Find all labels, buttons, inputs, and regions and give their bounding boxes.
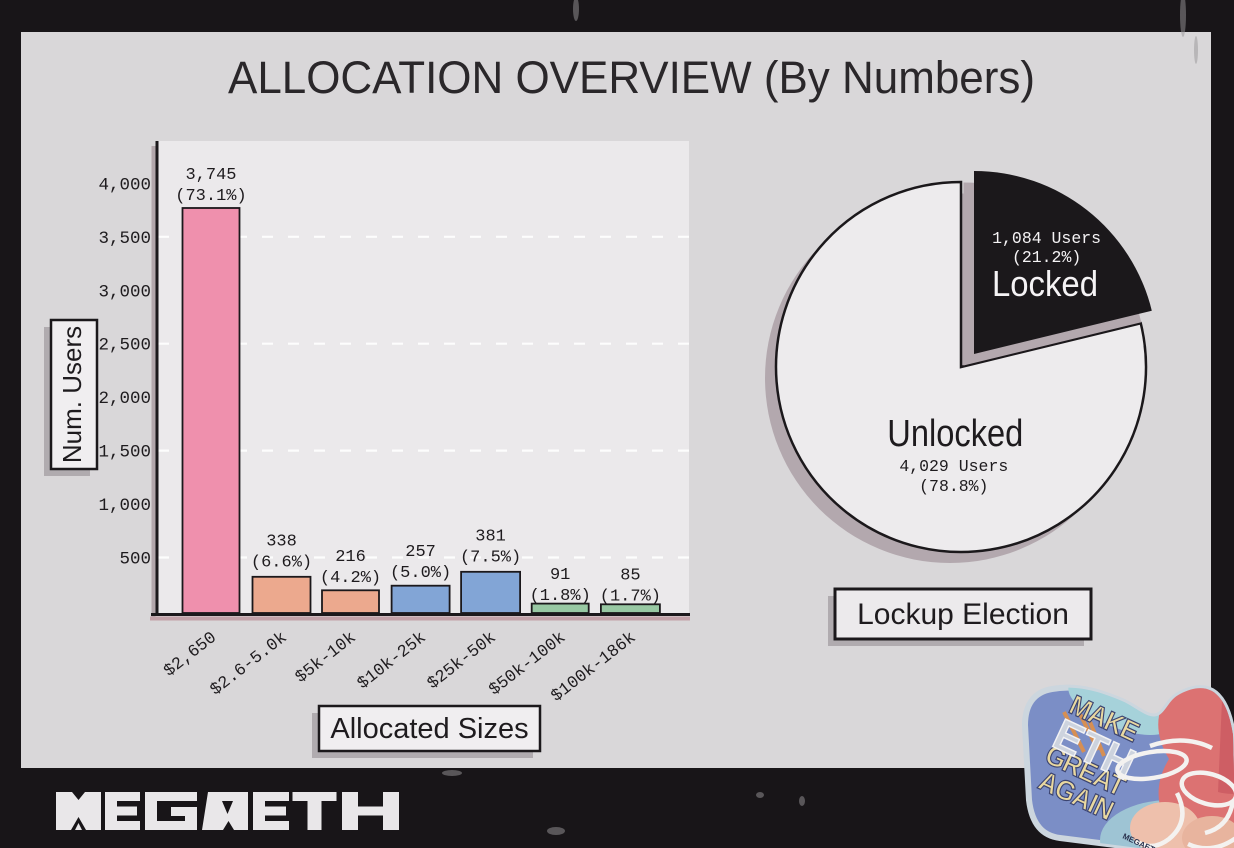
svg-text:ALLOCATION OVERVIEW (By Number: ALLOCATION OVERVIEW (By Numbers) — [228, 52, 1035, 103]
svg-text:338: 338 — [266, 532, 297, 551]
svg-text:Unlocked: Unlocked — [887, 413, 1023, 455]
svg-text:(1.8%): (1.8%) — [530, 587, 591, 606]
svg-text:Num. Users: Num. Users — [57, 326, 87, 463]
svg-text:(1.7%): (1.7%) — [600, 588, 661, 607]
svg-text:3,745: 3,745 — [185, 166, 236, 185]
svg-text:1,500: 1,500 — [98, 443, 151, 463]
svg-text:2,000: 2,000 — [98, 389, 151, 409]
svg-text:(6.6%): (6.6%) — [251, 553, 312, 572]
svg-text:1,000: 1,000 — [98, 496, 151, 516]
svg-text:4,029 Users: 4,029 Users — [899, 457, 1008, 476]
svg-text:(78.8%): (78.8%) — [919, 477, 988, 496]
svg-text:216: 216 — [335, 548, 366, 567]
svg-text:1,084 Users: 1,084 Users — [992, 229, 1101, 248]
svg-text:4,000: 4,000 — [98, 175, 151, 195]
svg-text:3,000: 3,000 — [98, 282, 151, 302]
svg-text:Locked: Locked — [992, 263, 1098, 304]
svg-text:85: 85 — [620, 567, 640, 586]
svg-text:Allocated Sizes: Allocated Sizes — [330, 713, 528, 745]
svg-text:Lockup Election: Lockup Election — [857, 598, 1069, 631]
svg-text:500: 500 — [119, 550, 151, 570]
svg-text:(7.5%): (7.5%) — [460, 548, 521, 567]
svg-text:(4.2%): (4.2%) — [320, 569, 381, 588]
svg-text:(5.0%): (5.0%) — [390, 564, 451, 583]
svg-text:257: 257 — [405, 543, 436, 562]
svg-text:3,500: 3,500 — [98, 229, 151, 249]
svg-text:2,500: 2,500 — [98, 336, 151, 356]
svg-text:(21.2%): (21.2%) — [1012, 248, 1081, 267]
svg-text:381: 381 — [475, 527, 506, 546]
svg-text:91: 91 — [550, 566, 570, 585]
svg-text:(73.1%): (73.1%) — [175, 187, 246, 206]
